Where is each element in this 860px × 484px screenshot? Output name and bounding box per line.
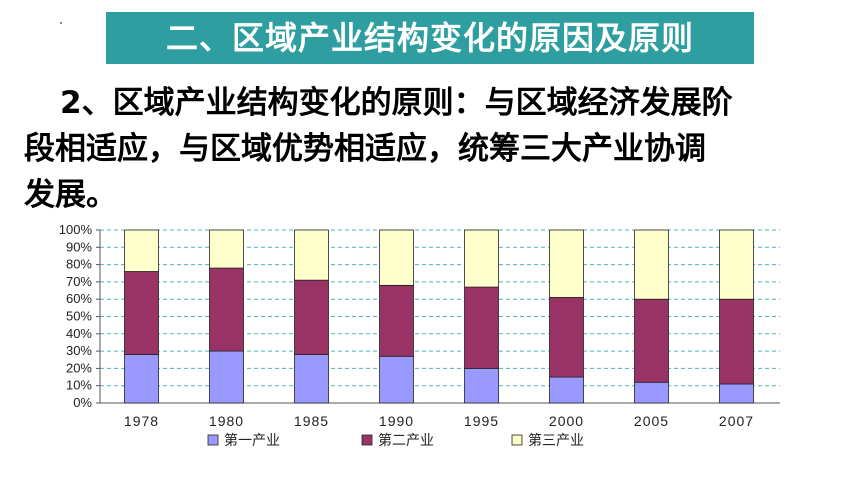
x-tick-label: 1980 [209,413,244,429]
slide-title: 二、区域产业结构变化的原因及原则 [106,12,754,64]
legend-label: 第二产业 [378,432,434,449]
bar-segment-2 [124,271,159,355]
bar-segment-1 [209,350,244,404]
legend-label: 第一产业 [224,432,280,449]
bar-segment-1 [294,354,329,404]
y-tick-label: 80% [66,257,92,272]
bar-segment-3 [549,229,584,298]
principle-paragraph: 2、区域产业结构变化的原则：与区域经济发展阶 段相适应，与区域优势相适应，统筹三… [24,80,844,218]
y-tick-label: 40% [66,326,92,341]
bar-segment-3 [464,229,499,288]
y-tick-label: 70% [66,274,92,289]
bar-segment-3 [719,229,754,300]
bar-segment-1 [464,367,499,404]
bar-segment-2 [464,286,499,369]
paragraph-line-3: 发展。 [24,177,117,213]
y-tick-label: 10% [66,378,92,393]
bar-segment-1 [634,381,669,404]
bar-segment-2 [209,267,244,352]
bar-segment-3 [294,229,329,281]
legend-label: 第三产业 [528,432,584,449]
x-tick-label: 1995 [464,413,499,429]
bar-segment-3 [209,229,244,269]
bar-segment-2 [634,298,669,383]
legend-swatch [511,434,523,446]
bar-segment-3 [379,229,414,286]
bar-segment-1 [719,383,754,404]
bar-segment-1 [124,354,159,404]
x-tick-label: 1985 [294,413,329,429]
x-tick-label: 2000 [549,413,584,429]
paragraph-line-1: 2、区域产业结构变化的原则：与区域经济发展阶 [60,85,733,121]
bar-segment-2 [719,298,754,385]
x-tick-label: 2005 [634,413,669,429]
legend-swatch [361,434,373,446]
bar-segment-3 [634,229,669,300]
y-tick-label: 30% [66,343,92,358]
y-tick-label: 100% [59,222,93,237]
bar-segment-1 [379,355,414,404]
y-tick-label: 60% [66,291,92,306]
stray-dot [60,22,62,24]
x-tick-label: 1978 [124,413,159,429]
x-tick-label: 1990 [379,413,414,429]
y-tick-label: 50% [66,309,92,324]
y-tick-label: 20% [66,360,92,375]
paragraph-line-2: 段相适应，与区域优势相适应，统筹三大产业协调 [24,131,706,167]
bar-segment-3 [124,229,159,272]
x-tick-label: 2007 [719,413,754,429]
bar-segment-2 [294,279,329,355]
stacked-bar-chart: 0% 10% 20% 30% 40% 50% 60% 70% 80% 90% 100% 1978 198… [59,222,780,449]
bar-segment-2 [379,284,414,357]
legend-swatch [207,434,219,446]
y-tick-label: 90% [66,239,92,254]
bar-segment-2 [549,297,584,378]
y-tick-label: 0% [73,395,92,410]
bar-segment-1 [549,376,584,404]
